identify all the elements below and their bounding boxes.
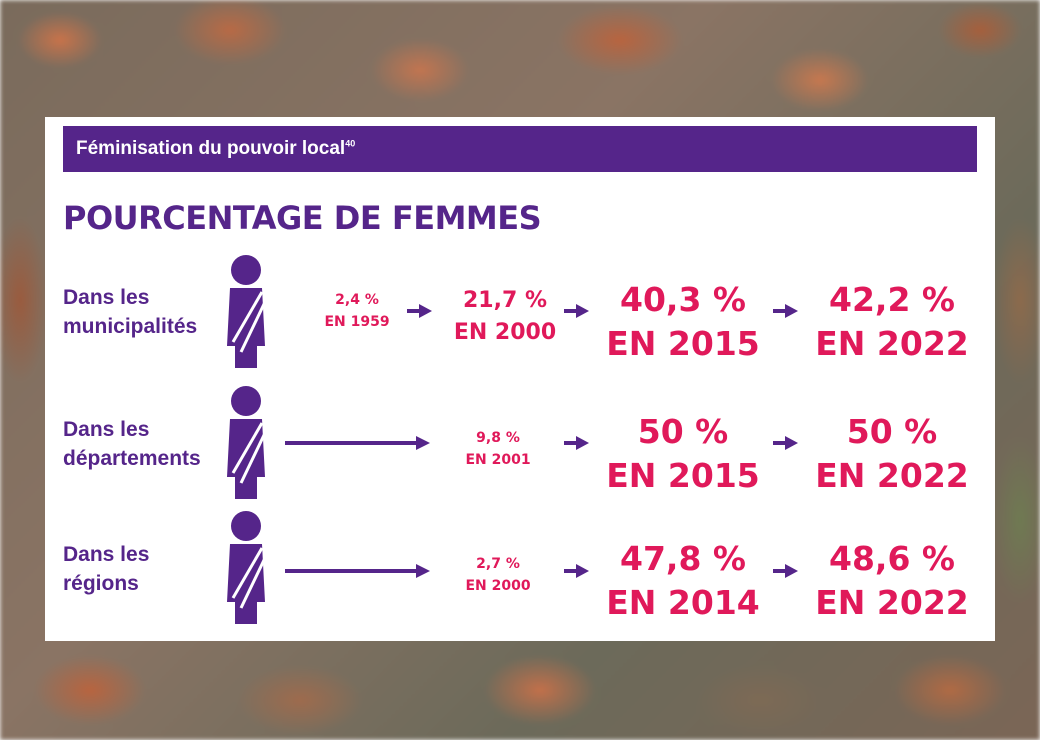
row-label-line: Dans les xyxy=(63,543,150,566)
stat-value: 48,6 % xyxy=(829,539,955,578)
woman-figure-icon xyxy=(227,511,267,624)
stat-value: 9,8 % xyxy=(476,430,520,446)
row-label-line: Dans les xyxy=(63,418,150,441)
arrow-icon xyxy=(564,436,589,450)
arrow-icon xyxy=(773,304,798,318)
stat-departements-2001: 9,8 % EN 2001 xyxy=(443,427,553,471)
long-arrow-icon xyxy=(285,436,430,450)
stat-municipalites-2000: 21,7 % EN 2000 xyxy=(440,285,570,349)
stat-value: 40,3 % xyxy=(620,280,746,319)
stat-value: 2,7 % xyxy=(476,556,520,572)
arrow-icon xyxy=(564,304,589,318)
woman-figure-icon xyxy=(227,386,267,499)
row-label-line: municipalités xyxy=(63,315,198,338)
banner-title: Féminisation du pouvoir local40 xyxy=(76,138,356,159)
row-label-regions: Dans les régions xyxy=(63,540,233,598)
stat-value: 50 % xyxy=(846,412,938,451)
row-label-line: Dans les xyxy=(63,286,150,309)
stat-year: EN 1959 xyxy=(324,314,390,330)
stat-value: 42,2 % xyxy=(829,280,955,319)
stat-year: EN 2022 xyxy=(815,583,969,622)
arrow-icon xyxy=(407,304,432,318)
footnote-marker: 40 xyxy=(345,138,356,149)
stat-regions-2000: 2,7 % EN 2000 xyxy=(443,553,553,597)
arrow-icon xyxy=(564,564,589,578)
arrow-icon xyxy=(773,564,798,578)
stat-municipalites-1959: 2,4 % EN 1959 xyxy=(317,289,397,333)
woman-figure-icon xyxy=(227,255,267,368)
row-label-line: départements xyxy=(63,447,201,470)
stat-year: EN 2000 xyxy=(453,320,557,345)
row-label-line: régions xyxy=(63,572,139,595)
stat-year: EN 2014 xyxy=(606,583,760,622)
row-label-departements: Dans les départements xyxy=(63,415,233,473)
stat-value: 21,7 % xyxy=(463,288,547,313)
row-label-municipalites: Dans les municipalités xyxy=(63,283,233,341)
stat-municipalites-2022: 42,2 % EN 2022 xyxy=(807,278,977,366)
stat-year: EN 2001 xyxy=(465,452,531,468)
page-title: POURCENTAGE DE FEMMES xyxy=(63,199,542,237)
stat-regions-2014: 47,8 % EN 2014 xyxy=(593,537,773,625)
stat-value: 50 % xyxy=(637,412,729,451)
stat-year: EN 2000 xyxy=(465,578,531,594)
stat-value: 2,4 % xyxy=(335,292,379,308)
stat-year: EN 2022 xyxy=(815,456,969,495)
stat-departements-2022: 50 % EN 2022 xyxy=(802,410,982,498)
stat-departements-2015: 50 % EN 2015 xyxy=(593,410,773,498)
arrow-icon xyxy=(773,436,798,450)
infographic-card: Féminisation du pouvoir local40 POURCENT… xyxy=(45,117,995,641)
stat-year: EN 2022 xyxy=(815,324,969,363)
long-arrow-icon xyxy=(285,564,430,578)
stat-municipalites-2015: 40,3 % EN 2015 xyxy=(598,278,768,366)
stat-value: 47,8 % xyxy=(620,539,746,578)
title-banner: Féminisation du pouvoir local40 xyxy=(63,126,977,172)
stat-year: EN 2015 xyxy=(606,324,760,363)
stat-regions-2022: 48,6 % EN 2022 xyxy=(802,537,982,625)
stat-year: EN 2015 xyxy=(606,456,760,495)
